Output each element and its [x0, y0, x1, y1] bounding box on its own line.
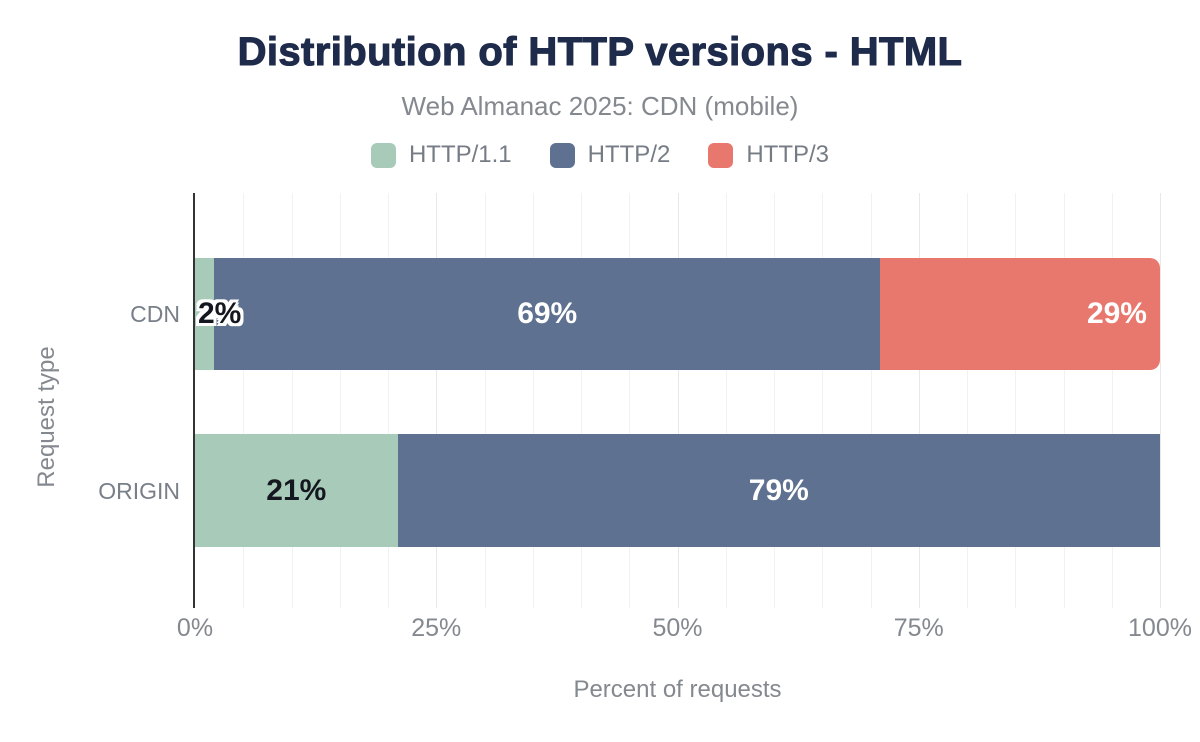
bar-segment-value-label: 21%: [266, 473, 327, 507]
bar-segment-value-label: 2%: [198, 297, 242, 330]
gridline-100: [1160, 193, 1161, 608]
y-axis-line: [193, 193, 195, 608]
x-tick-label-0: 0%: [176, 614, 214, 642]
chart-subtitle: Web Almanac 2025: CDN (mobile): [401, 91, 799, 121]
legend-item-http-2[interactable]: HTTP/2: [549, 141, 671, 169]
x-tick-label-25: 25%: [411, 614, 462, 642]
bar-cdn: 2% 69% 29%: [195, 258, 1160, 370]
gridline-70: [870, 193, 872, 608]
gridline-85: [1015, 193, 1017, 608]
x-axis-title: Percent of requests: [573, 676, 782, 703]
bar-segment-origin-http-2[interactable]: 79%: [397, 434, 1160, 547]
gridline-20: [388, 193, 389, 608]
bar-segment-value-label: 79%: [748, 473, 809, 507]
legend-label: HTTP/2: [587, 141, 671, 168]
legend-swatch-icon: [549, 142, 575, 168]
gridline-60: [774, 193, 775, 608]
legend-label: HTTP/3: [746, 141, 830, 168]
gridline-80: [967, 193, 968, 608]
bar-segment-cdn-http-3[interactable]: 29%: [880, 258, 1160, 370]
gridline-75: [918, 193, 920, 608]
gridline-95: [1111, 193, 1113, 608]
gridline-30: [484, 193, 486, 608]
category-label-cdn: CDN: [130, 301, 180, 327]
gridline-35: [532, 193, 534, 608]
gridline-10: [291, 193, 293, 608]
bar-segment-cdn-http-1-1[interactable]: 2%: [195, 258, 241, 370]
chart-title: Distribution of HTTP versions - HTML: [237, 29, 963, 74]
bar-origin: 21% 79%: [195, 434, 1160, 547]
gridline-50: [677, 193, 679, 608]
bar-segment-value-label: 29%: [1086, 297, 1147, 330]
x-tick-label-100: 100%: [1128, 614, 1192, 642]
gridline-5: [243, 193, 245, 608]
x-tick-label-50: 50%: [652, 614, 703, 642]
y-axis-title: Request type: [33, 346, 60, 488]
category-label-origin: ORIGIN: [98, 477, 180, 504]
bar-segment-value-label: 69%: [517, 297, 578, 330]
legend-label: HTTP/1.1: [408, 141, 512, 168]
gridline-40: [581, 193, 582, 608]
gridline-90: [1063, 193, 1065, 608]
gridline-55: [725, 193, 727, 608]
legend-swatch-icon: [370, 142, 396, 168]
gridline-45: [629, 193, 631, 608]
x-tick-label-75: 75%: [893, 614, 944, 642]
gridline-25: [436, 193, 438, 608]
plot-area: 2% 69% 29% 21% 79%: [193, 193, 1161, 608]
bar-segment-cdn-http-2[interactable]: 69%: [214, 258, 881, 370]
legend-swatch-icon: [708, 142, 734, 168]
legend: HTTP/1.1 HTTP/2 HTTP/3: [0, 141, 1200, 169]
bar-segment-origin-http-1-1[interactable]: 21%: [195, 434, 398, 547]
legend-item-http-3[interactable]: HTTP/3: [708, 141, 829, 169]
gridline-15: [339, 193, 341, 608]
legend-item-http-1-1[interactable]: HTTP/1.1: [370, 141, 512, 169]
gridline-65: [822, 193, 824, 608]
